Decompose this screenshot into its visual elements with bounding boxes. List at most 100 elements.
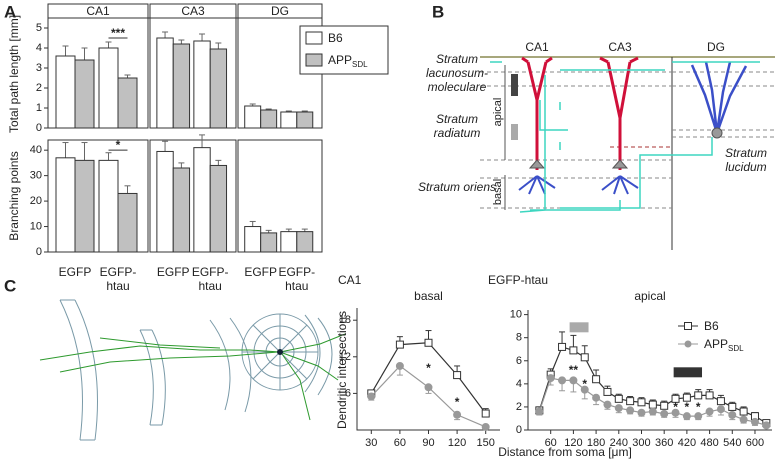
significance: * [696, 400, 701, 414]
layer-label: Stratum lucidum [724, 146, 767, 174]
marker [546, 374, 555, 383]
marker [637, 398, 646, 407]
panel-label: C [4, 277, 16, 296]
y-tick-label: 12 [339, 351, 351, 363]
bar [98, 159, 119, 253]
bar [260, 232, 278, 253]
axis-label: basal [492, 179, 504, 205]
bar [209, 48, 228, 129]
marker [535, 407, 544, 416]
x-tick-label: 60 [545, 437, 557, 449]
marker [671, 408, 680, 417]
significance: * [673, 400, 678, 414]
x-tick-label: 300 [632, 437, 650, 449]
layer-label: Stratum oriens [417, 180, 497, 194]
bar [209, 164, 228, 253]
marker [682, 393, 691, 402]
legend-label: APPSDL [704, 337, 744, 353]
marker [694, 412, 703, 421]
marker [481, 422, 490, 431]
marker [750, 417, 759, 426]
marker [569, 376, 578, 385]
panel-frame [47, 3, 149, 129]
marker [614, 404, 623, 413]
panel-heading: EGFP-htau [488, 273, 548, 287]
bar [55, 55, 76, 129]
bar [172, 167, 191, 253]
marker [603, 400, 612, 409]
y-tick-label: 20 [30, 195, 42, 207]
legend-label: APPSDL [328, 53, 368, 69]
bar [156, 150, 174, 253]
bar [260, 109, 278, 129]
x-tick-label: EGFP [244, 265, 277, 279]
marker [739, 415, 748, 424]
bar [117, 77, 138, 129]
marker [558, 342, 567, 351]
marker [569, 346, 578, 355]
x-tick-label: 60 [394, 437, 406, 449]
axes [356, 308, 500, 431]
y-tick-label: 4 [516, 378, 522, 390]
marker [481, 409, 490, 418]
x-tick-label: 120 [448, 437, 466, 449]
significance: *** [111, 26, 125, 40]
y-tick-label: 0 [36, 122, 42, 134]
y-tick-label: 0 [516, 424, 522, 436]
region-label: DG [707, 40, 725, 54]
legend-subscript: SDL [352, 60, 368, 69]
region-label: CA1 [525, 40, 549, 54]
legend-marker [684, 322, 692, 330]
marker [395, 361, 404, 370]
legend-marker [684, 340, 692, 348]
y-tick-label: 30 [30, 170, 42, 182]
marker [660, 409, 669, 418]
legend-swatch [305, 31, 323, 45]
legend-subscript: SDL [728, 344, 744, 353]
marker [424, 383, 433, 392]
significance: * [426, 361, 431, 375]
x-tick-label: EGFP-htau [278, 265, 316, 293]
bar [172, 43, 191, 129]
diagram [480, 56, 775, 250]
marker [367, 392, 376, 401]
marker [592, 375, 601, 384]
x-tick-label: EGFP-htau [99, 265, 137, 293]
marker [728, 402, 737, 411]
marker [637, 408, 646, 417]
marker [671, 394, 680, 403]
y-tick-label: 40 [30, 144, 42, 156]
y-tick-label: 18 [339, 314, 351, 326]
y-tick-label: 10 [510, 309, 522, 321]
significance: * [582, 377, 587, 391]
legend-name: APP [328, 53, 352, 67]
x-tick-label: 600 [746, 437, 764, 449]
y-tick-label: 2 [516, 401, 522, 413]
axis-label: apical [492, 98, 504, 127]
x-tick-label: 120 [564, 437, 582, 449]
marker [395, 340, 404, 349]
panel-label: B [432, 3, 444, 22]
marker [762, 421, 771, 430]
marker [592, 393, 601, 402]
panel-label: A [4, 3, 16, 22]
marker [716, 397, 725, 406]
y-tick-label: 6 [345, 387, 351, 399]
x-tick-label: EGFP [58, 265, 92, 279]
panel-frame [47, 139, 149, 253]
y-axis-label: Total path length [mm] [7, 15, 21, 133]
significance-band [673, 367, 703, 378]
y-tick-label: 5 [36, 22, 42, 34]
marker [558, 376, 567, 385]
significance: * [455, 395, 460, 409]
y-tick-label: 2 [36, 82, 42, 94]
x-tick-label: 420 [678, 437, 696, 449]
significance: ** [569, 363, 579, 377]
marker [705, 391, 714, 400]
x-tick-label: 150 [477, 437, 495, 449]
marker [660, 401, 669, 410]
bar [74, 159, 95, 253]
y-axis-label: Dendritic intersections [335, 311, 349, 429]
marker [424, 338, 433, 347]
